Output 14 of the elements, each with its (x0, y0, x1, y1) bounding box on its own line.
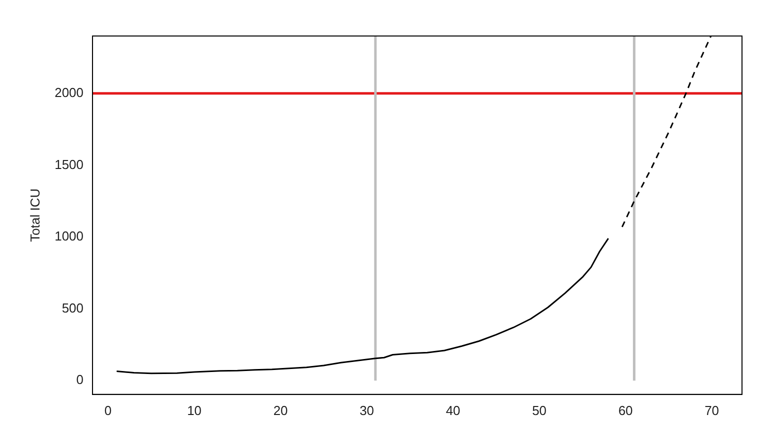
x-tick-label: 10 (187, 402, 202, 418)
x-tick-label: 60 (618, 402, 633, 418)
x-tick-label: 30 (360, 402, 374, 418)
x-tick-label: 50 (532, 402, 547, 418)
x-tick-label: 40 (446, 402, 460, 418)
y-tick-label: 1500 (54, 156, 84, 172)
y-axis-title: Total ICU (27, 188, 42, 242)
y-tick-label: 0 (76, 372, 84, 388)
x-tick-label: 0 (104, 402, 112, 418)
y-tick-label: 1000 (54, 228, 84, 244)
y-tick-label: 500 (62, 300, 84, 316)
x-tick-label: 70 (704, 402, 720, 418)
y-tick-label: 2000 (54, 85, 84, 100)
x-tick-label: 20 (273, 402, 288, 418)
